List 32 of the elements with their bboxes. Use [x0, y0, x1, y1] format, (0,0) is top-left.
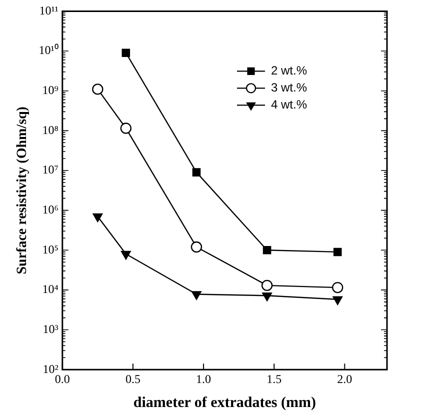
point [120, 122, 132, 134]
x-tick-label: 1.5 [266, 372, 282, 386]
legend-label: 3 wt.% [271, 80, 308, 95]
y-tick-label: 10⁶ [42, 202, 58, 216]
y-tick-label: 10³ [42, 322, 59, 336]
point [122, 48, 130, 57]
point [92, 213, 103, 222]
x-axis-title: diameter of extradates (mm) [133, 394, 316, 411]
point [92, 84, 104, 95]
x-tick-label: 1.0 [196, 372, 212, 386]
point [261, 280, 273, 292]
x-tick-label: 0.5 [125, 372, 140, 386]
point [192, 291, 202, 300]
y-tick-label: 10⁵ [42, 242, 58, 256]
x-tick-label: 2.0 [337, 372, 352, 386]
y-tick-label: 10⁷ [42, 162, 58, 177]
legend-label: 4 wt.% [271, 98, 308, 112]
point [332, 296, 343, 305]
y-tick-label: 10¹¹ [39, 3, 59, 18]
point [190, 241, 202, 253]
point [192, 168, 201, 176]
y-tick-label: 10⁸ [42, 122, 58, 137]
point [262, 292, 272, 302]
y-tick-label: 10¹⁰ [38, 43, 58, 58]
y-axis-title: Surface resistivity (Ohm/sq) [15, 106, 30, 274]
point [332, 282, 344, 294]
y-tick-label: 10⁹ [42, 83, 58, 97]
point [120, 250, 131, 260]
point [333, 248, 342, 256]
y-tick-label: 10⁴ [42, 282, 58, 296]
point [262, 246, 272, 254]
legend-label: 2 wt.% [271, 64, 308, 78]
